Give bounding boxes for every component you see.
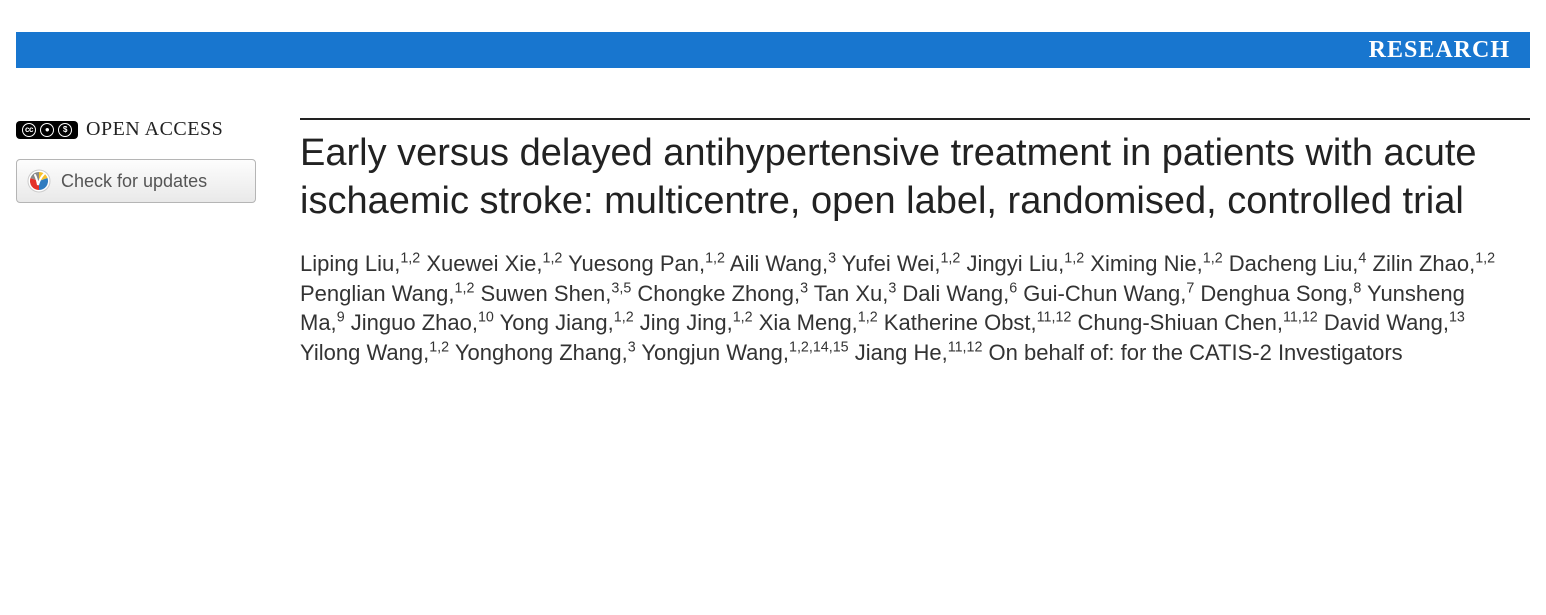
author-list: Liping Liu,1,2 Xuewei Xie,1,2 Yuesong Pa… [300,249,1514,368]
sidebar: cc●$ OPEN ACCESS Check for updates [16,118,276,368]
open-access-block: cc●$ OPEN ACCESS [16,118,276,141]
article-title: Early versus delayed antihypertensive tr… [300,130,1514,225]
cc-license-icon: cc●$ [16,121,78,139]
banner-label: RESEARCH [1369,37,1510,64]
crossmark-icon [27,169,51,193]
content-row: cc●$ OPEN ACCESS Check for updates Early… [0,68,1546,368]
open-access-label: OPEN ACCESS [86,118,223,141]
check-updates-label: Check for updates [61,171,207,192]
section-banner: RESEARCH [16,32,1530,68]
article-header: Early versus delayed antihypertensive tr… [300,118,1530,368]
check-updates-button[interactable]: Check for updates [16,159,256,203]
